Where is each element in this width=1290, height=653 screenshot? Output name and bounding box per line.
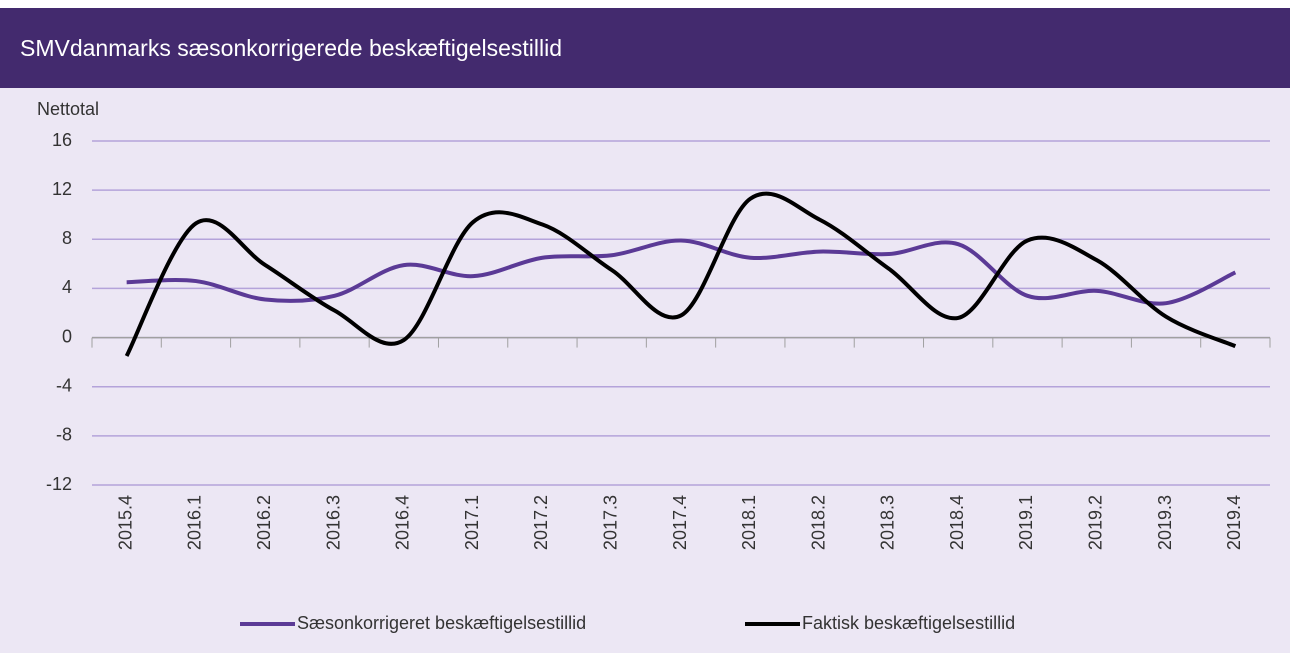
y-tick-label: -8 xyxy=(56,425,72,445)
y-axis-label: Nettotal xyxy=(37,99,99,119)
x-tick-label: 2017.1 xyxy=(462,495,482,550)
x-tick-label: 2016.2 xyxy=(254,495,274,550)
y-tick-label: 16 xyxy=(52,130,72,150)
y-tick-label: -12 xyxy=(46,474,72,494)
x-tick-label: 2019.1 xyxy=(1016,495,1036,550)
y-tick-label: 0 xyxy=(62,326,72,346)
x-tick-label: 2018.1 xyxy=(739,495,759,550)
x-tick-label: 2019.3 xyxy=(1155,495,1175,550)
x-tick-label: 2016.1 xyxy=(185,495,205,550)
x-tick-label: 2016.3 xyxy=(323,495,343,550)
y-tick-label: 4 xyxy=(62,277,72,297)
x-tick-label: 2018.4 xyxy=(947,495,967,550)
x-tick-label: 2018.2 xyxy=(808,495,828,550)
legend-label: Faktisk beskæftigelsestillid xyxy=(802,613,1015,633)
legend-label: Sæsonkorrigeret beskæftigelsestillid xyxy=(297,613,586,633)
y-tick-label: -4 xyxy=(56,375,72,395)
x-tick-label: 2018.3 xyxy=(878,495,898,550)
y-tick-label: 12 xyxy=(52,179,72,199)
chart-title: SMVdanmarks sæsonkorrigerede beskæftigel… xyxy=(20,35,562,61)
series-line xyxy=(124,191,1237,357)
header xyxy=(0,8,1290,88)
y-tick-label: 8 xyxy=(62,228,72,248)
background xyxy=(0,8,1290,653)
x-tick-label: 2019.2 xyxy=(1086,495,1106,550)
x-tick-label: 2019.4 xyxy=(1224,495,1244,550)
x-tick-label: 2017.3 xyxy=(600,495,620,550)
x-tick-label: 2015.4 xyxy=(115,495,135,550)
x-tick-label: 2017.2 xyxy=(531,495,551,550)
x-tick-label: 2017.4 xyxy=(670,495,690,550)
x-tick-label: 2016.4 xyxy=(393,495,413,550)
